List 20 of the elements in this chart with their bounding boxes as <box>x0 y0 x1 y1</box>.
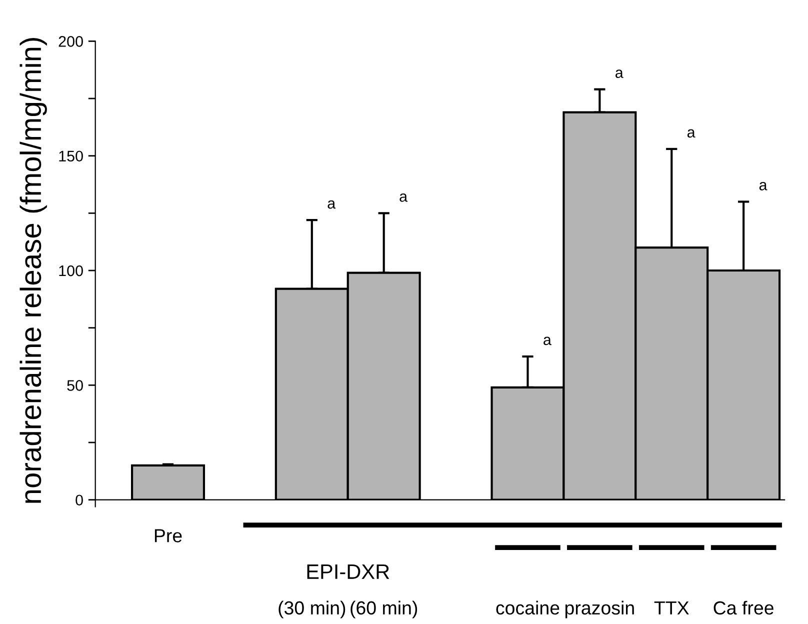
annotation: a <box>759 182 768 190</box>
x-tick-label: (60 min) <box>350 600 418 618</box>
x-tick-label: (30 min) <box>278 600 346 618</box>
x-tick-label: Ca free <box>714 600 774 615</box>
annotation: a <box>544 336 552 346</box>
y-tick-label: 50 <box>67 380 83 391</box>
annotation: a <box>400 193 408 202</box>
x-tick-label: TTX <box>654 601 689 614</box>
x-tick-label: cocaine <box>496 600 560 615</box>
y-axis-title: noradrenaline release (fmol/mg/min) <box>20 38 47 503</box>
y-tick-label: 200 <box>58 36 83 47</box>
annotation: a <box>328 200 336 209</box>
y-tick-label: 150 <box>59 150 83 162</box>
text: EPI-DXR <box>307 564 390 579</box>
y-tick-label: 0 <box>76 494 83 506</box>
x-tick-label: Pre <box>154 529 182 542</box>
y-tick-label: 100 <box>59 265 83 276</box>
annotation: a <box>616 70 624 78</box>
annotation: a <box>687 129 696 138</box>
x-tick-label: prazosin <box>565 600 634 618</box>
